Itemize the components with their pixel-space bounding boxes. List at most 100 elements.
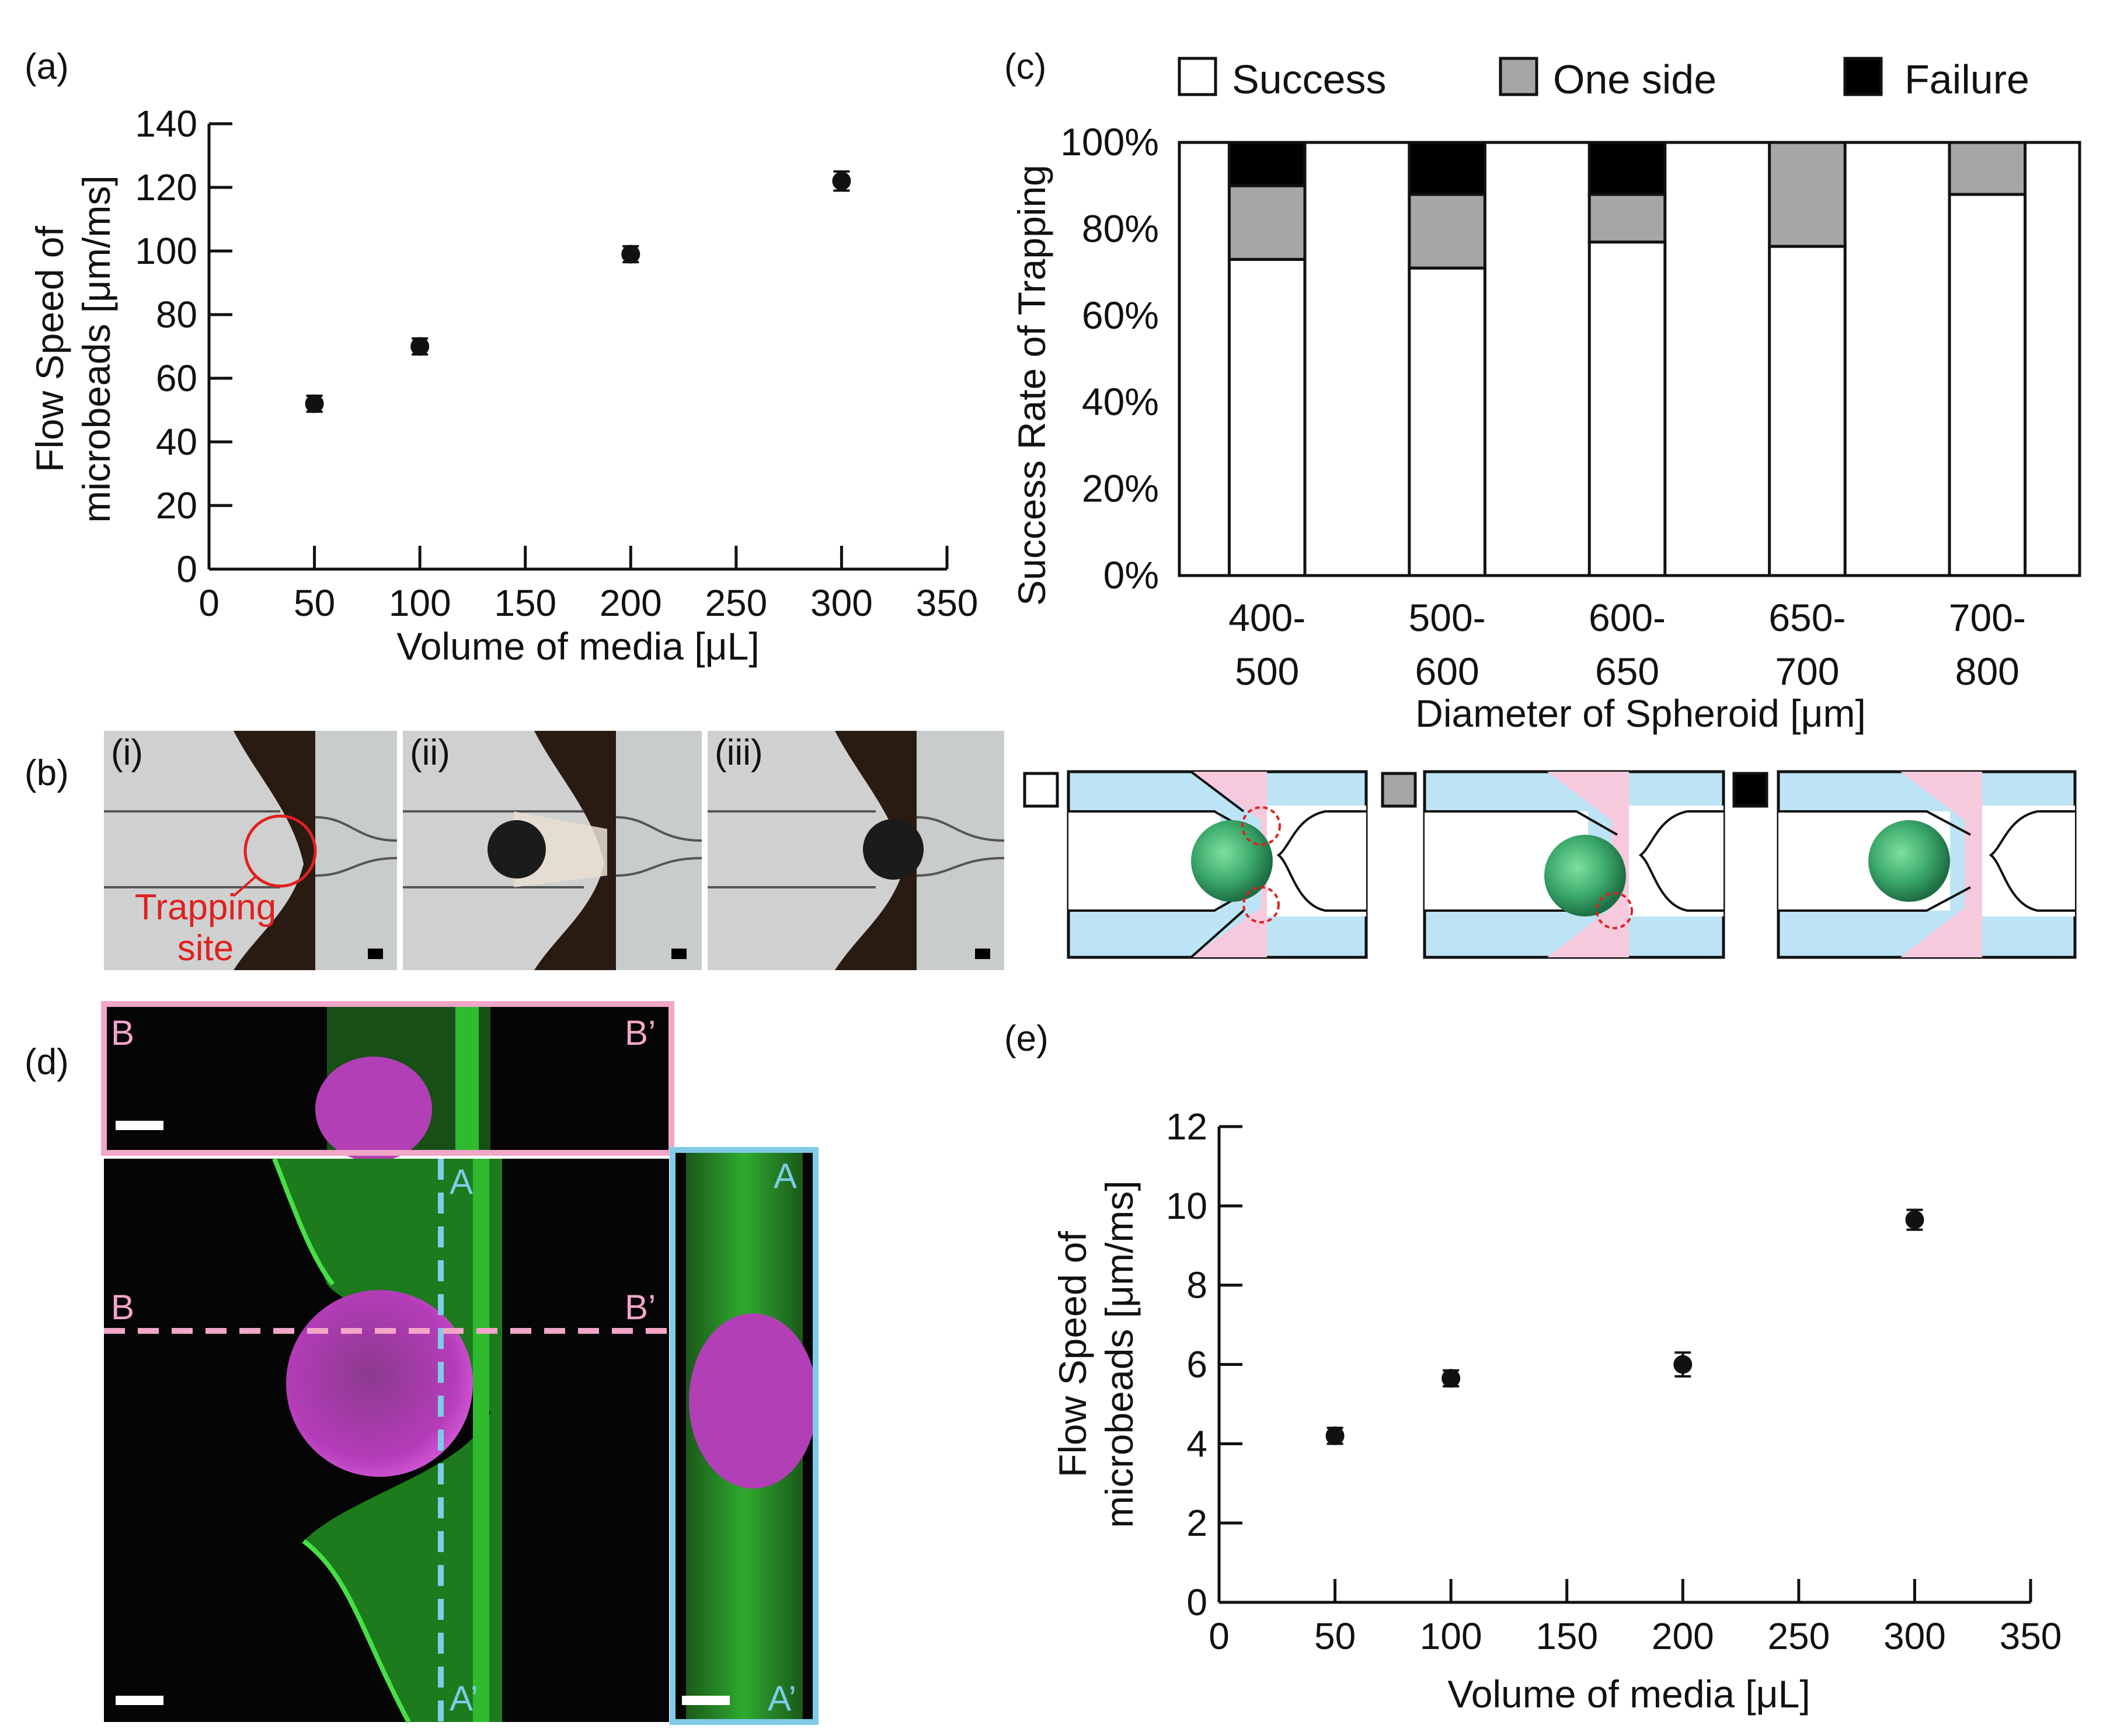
x-tick-label: 800 <box>1955 650 2020 693</box>
data-point <box>1905 1210 1924 1229</box>
x-tick-label: 100 <box>1420 1615 1482 1657</box>
data-point <box>1442 1369 1461 1388</box>
trapping-site-label-line1: Trapping <box>135 887 276 928</box>
micrograph-label-ii: (ii) <box>410 733 450 773</box>
y-tick-label: 6 <box>1186 1344 1207 1386</box>
x-tick-label: 300 <box>1883 1615 1946 1657</box>
x-tick-label: 600- <box>1589 596 1666 639</box>
x-tick-label: 350 <box>2000 1615 2062 1657</box>
spheroid <box>1868 820 1950 902</box>
panel-label-d: (d) <box>25 1042 69 1082</box>
bar-segment-success <box>1408 266 1486 577</box>
bar-segment-failure <box>1408 141 1486 196</box>
x-tick-label: 700 <box>1775 650 1839 693</box>
chart-a: 0 20 40 60 80 100 120 140 0 50 100 150 200 250 300 350… <box>28 103 978 668</box>
x-tick-label: 500 <box>1235 650 1299 693</box>
x-tick-label: 200 <box>1652 1615 1714 1657</box>
chart-a-ylabel-line2: microbeads [μm/ms] <box>75 175 118 522</box>
y-tick-label: 60 <box>156 357 197 399</box>
trapping-site-circle <box>243 814 317 888</box>
bar-segment-one-side <box>1227 184 1307 261</box>
confocal-label-B-top: B <box>111 1013 134 1052</box>
data-point <box>410 337 430 356</box>
data-point <box>1325 1426 1345 1445</box>
confocal-label-A: A <box>450 1162 473 1201</box>
confocal-label-Bp-top: B’ <box>625 1013 656 1052</box>
x-tick-label: 150 <box>1536 1615 1598 1657</box>
data-point <box>1673 1355 1693 1374</box>
y-tick-label: 0 <box>176 548 197 590</box>
x-tick-label: 650- <box>1768 596 1846 639</box>
data-point <box>305 394 324 413</box>
confocal-label-Bp: B’ <box>625 1288 656 1327</box>
confocal-yz-view: A A’ <box>670 1147 819 1725</box>
x-tick-label: 50 <box>1314 1615 1356 1657</box>
trap-indicator-circle <box>1242 886 1280 923</box>
y-tick-label: 120 <box>135 166 197 208</box>
legend-label-failure: Failure <box>1904 57 2029 102</box>
x-tick-label: 50 <box>294 582 335 624</box>
spheroid <box>863 819 924 880</box>
schematic-one-side <box>1381 770 1725 959</box>
x-tick-label: 400- <box>1228 596 1305 639</box>
bar-segment-one-side <box>1408 193 1486 270</box>
schematic-key-one-side <box>1381 772 1417 808</box>
chart-e-ylabel-line1: Flow Speed of <box>1051 1230 1094 1477</box>
x-tick-label: 150 <box>494 582 556 624</box>
micrograph-label-iii: (iii) <box>715 733 763 773</box>
y-tick-label: 100 <box>135 230 197 272</box>
y-tick-label: 8 <box>1186 1264 1207 1306</box>
x-tick-label: 700- <box>1949 596 2026 639</box>
trap-indicator-circle <box>1596 892 1633 929</box>
bar-segment-failure <box>1227 141 1307 187</box>
legend-label-success: Success <box>1232 57 1387 102</box>
panel-label-c: (c) <box>1004 47 1046 87</box>
x-tick-label: 350 <box>916 582 979 624</box>
chart-c: Success One side Failure 0% 20% 40% 60% 80% 1… <box>1010 57 2081 735</box>
confocal-label-Ap: A’ <box>450 1679 478 1718</box>
confocal-label-B: B <box>111 1288 134 1327</box>
trapping-site-label-line2: site <box>177 928 234 968</box>
panel-label-e: (e) <box>1004 1019 1049 1059</box>
spheroid <box>1544 835 1626 916</box>
x-tick-label: 0 <box>199 582 220 624</box>
x-tick-label: 300 <box>810 582 873 624</box>
scale-bar <box>368 949 383 959</box>
y-tick-label: 4 <box>1186 1423 1207 1465</box>
x-tick-label: 0 <box>1209 1615 1230 1657</box>
bar-segment-failure <box>1587 141 1667 196</box>
micrograph-label-i: (i) <box>111 733 143 773</box>
y-tick-label: 60% <box>1082 294 1159 337</box>
micrograph-ii: (ii) <box>403 731 702 970</box>
x-tick-label: 200 <box>600 582 662 624</box>
scale-bar <box>671 949 687 959</box>
chart-c-xlabel: Diameter of Spheroid [μm] <box>1415 692 1866 735</box>
spheroid <box>1191 820 1273 902</box>
schematic-success <box>1023 770 1368 959</box>
bar-segment-one-side <box>1587 193 1667 244</box>
x-tick-label: 100 <box>389 582 451 624</box>
chart-e-ylabel-line2: microbeads [μm/ms] <box>1098 1180 1141 1528</box>
confocal-xz-view: B B’ <box>101 1001 674 1162</box>
y-tick-label: 80 <box>156 294 197 336</box>
schematic-key-success <box>1023 772 1059 808</box>
schematic-key-failure <box>1732 772 1768 808</box>
x-tick-label: 600 <box>1415 650 1479 693</box>
scale-bar <box>116 1696 163 1705</box>
micrograph-iii: (iii) <box>708 731 1005 970</box>
spheroid <box>488 820 546 879</box>
y-tick-label: 12 <box>1166 1106 1207 1148</box>
y-tick-label: 140 <box>135 103 197 145</box>
chart-a-xlabel: Volume of media [μL] <box>396 625 759 668</box>
legend-swatch-one-side <box>1499 57 1538 96</box>
confocal-xy-view: A A’ B B’ <box>104 1158 669 1723</box>
x-tick-label: 250 <box>705 582 767 624</box>
chart-e: 0 2 4 6 8 10 12 0 50 100 150 200 250 300 350 Volume o… <box>1051 1106 2062 1716</box>
y-tick-label: 20% <box>1082 467 1159 510</box>
y-tick-label: 40 <box>156 421 197 463</box>
y-tick-label: 2 <box>1186 1502 1207 1544</box>
panel-label-b: (b) <box>25 753 69 793</box>
spheroid <box>286 1290 473 1477</box>
chart-c-ylabel: Success Rate of Trapping <box>1010 165 1053 606</box>
scale-bar <box>975 949 990 959</box>
